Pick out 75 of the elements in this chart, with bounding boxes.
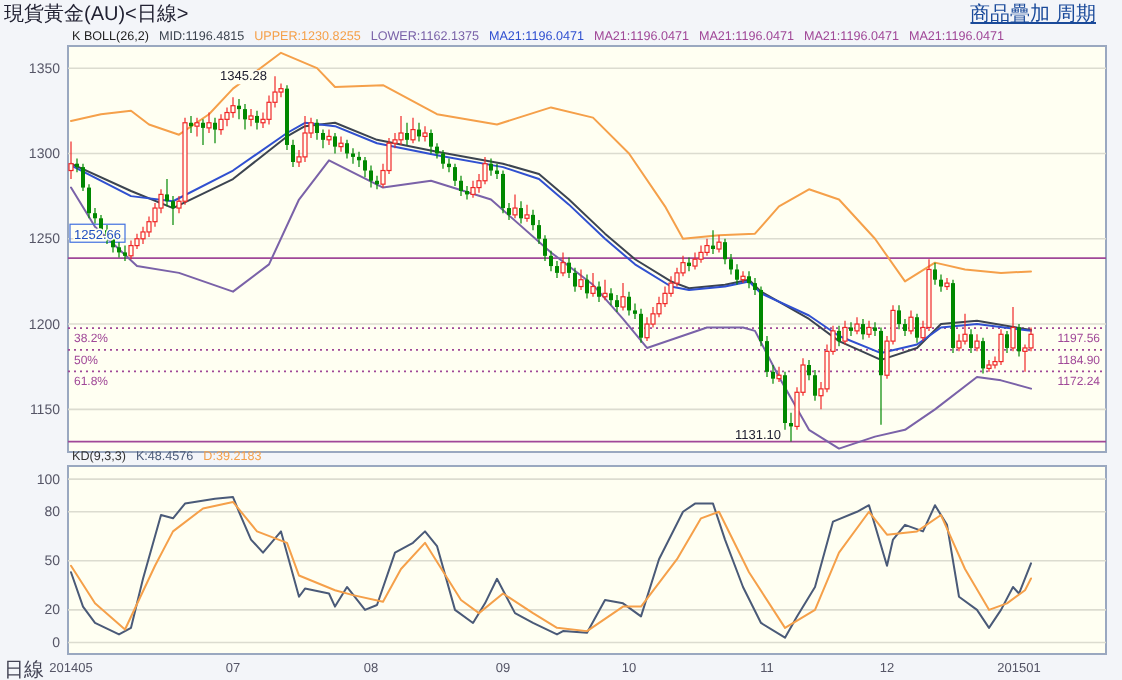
candlestick xyxy=(897,304,901,330)
candlestick xyxy=(998,328,1004,366)
candlestick xyxy=(117,241,121,259)
candlestick xyxy=(206,111,212,134)
candlestick xyxy=(441,149,445,170)
candlestick xyxy=(326,128,332,146)
candlestick xyxy=(776,366,782,383)
candlestick xyxy=(944,277,950,291)
candlestick xyxy=(213,117,217,144)
chart-title: 現貨黃金(AU)<日線> xyxy=(4,2,189,26)
candlestick xyxy=(981,337,985,375)
chart-subtitle: 商品疊加 周期 xyxy=(970,2,1096,26)
x-axis-title: 日線 xyxy=(4,660,44,680)
candlestick xyxy=(410,117,416,144)
candlestick xyxy=(255,110,259,131)
candlestick xyxy=(302,115,308,163)
candlestick xyxy=(740,270,746,284)
candlestick xyxy=(597,280,601,303)
candlestick xyxy=(602,279,608,301)
candlestick xyxy=(590,272,596,298)
candlestick xyxy=(704,238,710,257)
candlestick xyxy=(969,328,973,354)
candlestick xyxy=(489,157,493,177)
candlestick xyxy=(747,270,751,289)
candlestick xyxy=(986,359,992,373)
candlestick xyxy=(915,313,919,344)
candlestick xyxy=(470,180,476,199)
candlestick xyxy=(218,113,224,136)
candlestick xyxy=(315,118,319,141)
candlestick xyxy=(524,204,530,223)
candlestick xyxy=(345,139,349,160)
candlestick xyxy=(849,321,853,337)
candlestick xyxy=(962,313,968,346)
candlestick xyxy=(1017,323,1021,358)
candlestick xyxy=(837,325,841,347)
candlestick xyxy=(866,320,872,339)
candlestick xyxy=(501,169,505,214)
candlestick xyxy=(609,287,613,306)
candlestick xyxy=(248,108,254,127)
line-series xyxy=(70,159,1032,450)
candlestick xyxy=(194,117,200,138)
candlestick xyxy=(123,244,127,262)
candlestick xyxy=(230,96,236,119)
candlestick xyxy=(398,115,404,146)
candlestick xyxy=(615,294,619,313)
candlestick xyxy=(201,118,205,146)
candlestick xyxy=(405,122,409,146)
candlestick xyxy=(333,132,337,155)
candlestick xyxy=(639,308,643,344)
candlestick xyxy=(422,125,428,143)
candlestick xyxy=(519,200,523,225)
candlestick xyxy=(1010,306,1016,352)
candlestick xyxy=(861,318,865,341)
candlestick xyxy=(716,234,722,254)
candlestick xyxy=(369,164,373,189)
candlestick xyxy=(482,156,488,185)
candlestick xyxy=(908,309,914,335)
candlestick xyxy=(560,251,566,277)
candlestick xyxy=(842,320,848,346)
candlestick xyxy=(692,251,698,271)
candlestick xyxy=(429,128,433,155)
candlestick xyxy=(338,135,344,153)
candlestick xyxy=(128,239,134,260)
candlestick xyxy=(933,262,937,286)
candlestick xyxy=(879,326,883,426)
candlestick xyxy=(351,147,355,165)
candlestick xyxy=(243,103,247,131)
candlestick xyxy=(627,291,631,317)
candlestick xyxy=(585,273,589,300)
candlestick xyxy=(1005,330,1009,354)
candlestick xyxy=(698,244,704,264)
candlestick xyxy=(512,193,518,219)
candlestick xyxy=(620,282,626,312)
candlestick xyxy=(578,268,584,291)
line-series xyxy=(70,51,1032,283)
